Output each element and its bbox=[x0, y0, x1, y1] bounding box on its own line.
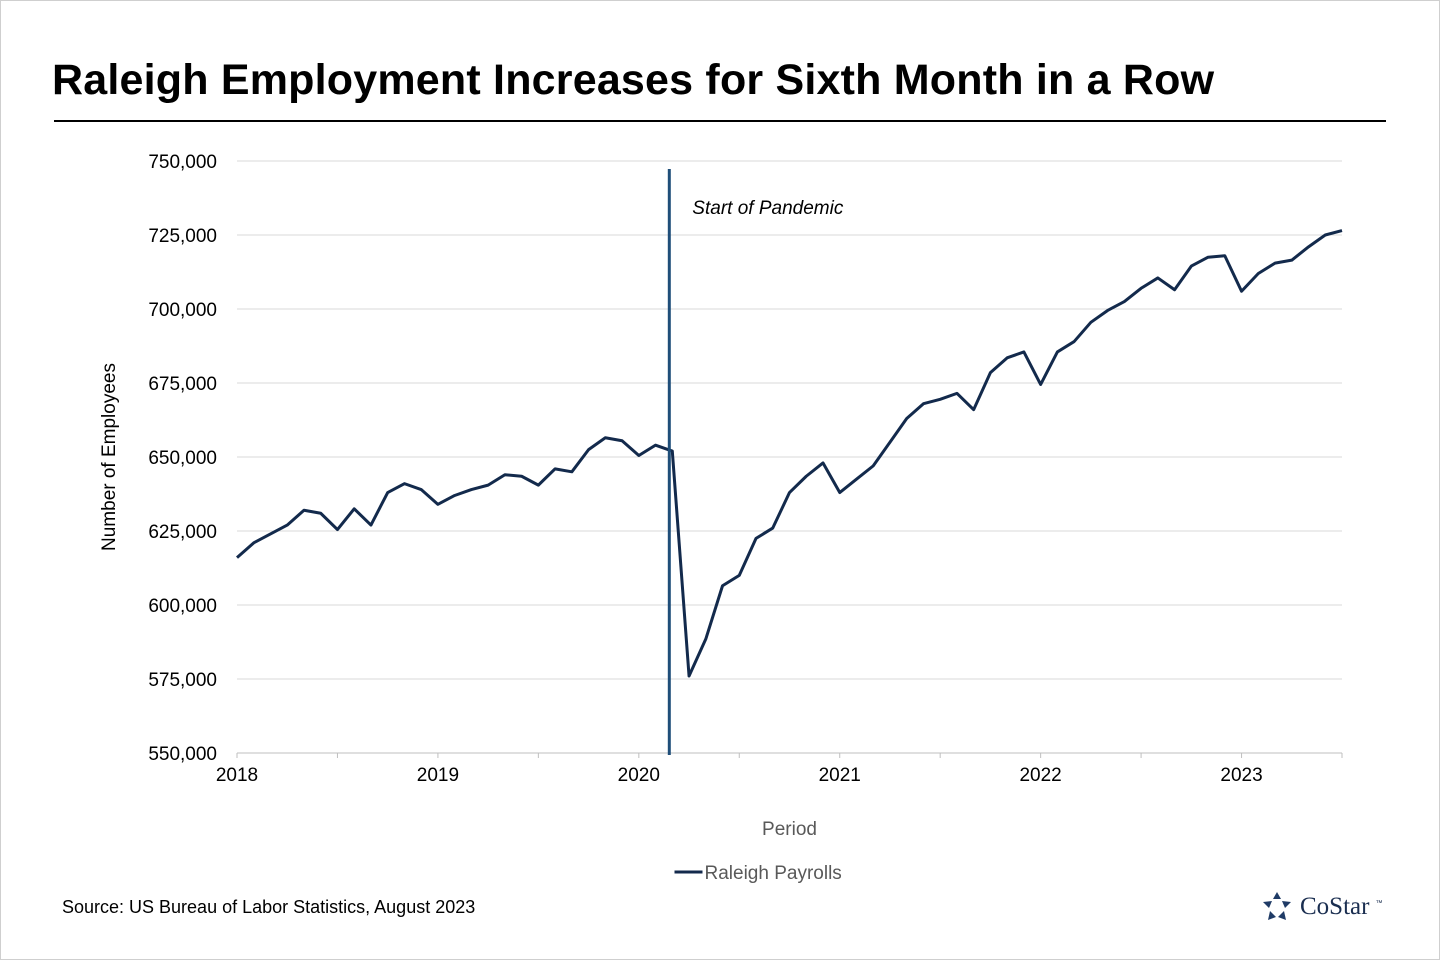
y-tick-label: 725,000 bbox=[148, 226, 217, 247]
costar-wordmark: CoStar bbox=[1300, 893, 1370, 920]
series-line-raleigh-payrolls bbox=[236, 229, 1343, 678]
costar-star-icon bbox=[1263, 892, 1291, 920]
y-tick-label: 600,000 bbox=[148, 596, 217, 617]
x-tick-label: 2019 bbox=[417, 765, 459, 786]
x-tick-label: 2023 bbox=[1220, 765, 1262, 786]
x-tick-label: 2021 bbox=[819, 765, 861, 786]
legend-label: Raleigh Payrolls bbox=[705, 863, 842, 884]
y-tick-label: 575,000 bbox=[148, 670, 217, 691]
y-tick-label: 700,000 bbox=[148, 300, 217, 321]
x-axis-title: Period bbox=[762, 819, 817, 840]
trademark-symbol: ™ bbox=[1375, 900, 1383, 907]
pandemic-annotation: Start of Pandemic bbox=[692, 198, 844, 219]
y-tick-label: 675,000 bbox=[148, 374, 217, 395]
x-tick-label: 2022 bbox=[1019, 765, 1061, 786]
source-note: Source: US Bureau of Labor Statistics, A… bbox=[62, 897, 476, 917]
y-tick-label: 750,000 bbox=[148, 152, 217, 173]
y-axis-title: Number of Employees bbox=[99, 363, 120, 551]
y-tick-label: 625,000 bbox=[148, 522, 217, 543]
x-tick-label: 2018 bbox=[216, 765, 258, 786]
chart-title: Raleigh Employment Increases for Sixth M… bbox=[52, 56, 1215, 104]
costar-logo: CoStar ™ bbox=[1260, 890, 1382, 924]
y-tick-label: 550,000 bbox=[148, 744, 217, 765]
title-underline bbox=[54, 120, 1386, 122]
y-tick-label: 650,000 bbox=[148, 448, 217, 469]
x-tick-label: 2020 bbox=[618, 765, 660, 786]
